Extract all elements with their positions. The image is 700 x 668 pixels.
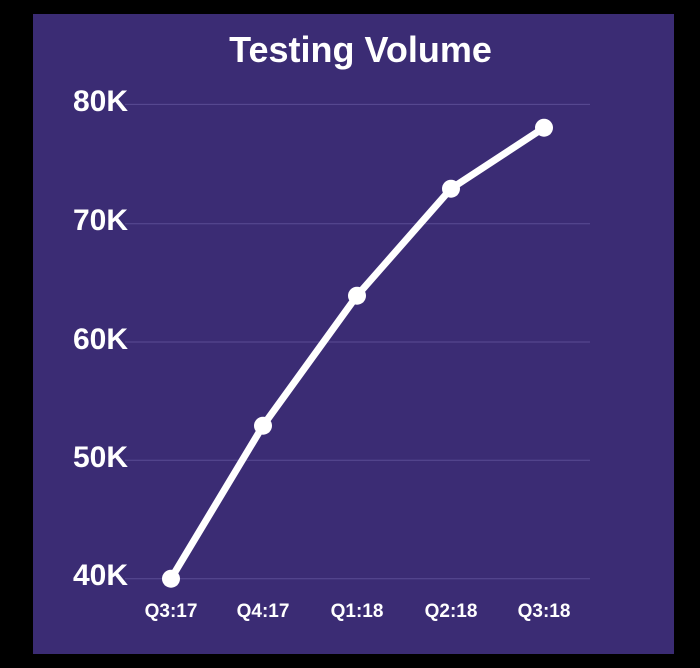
svg-text:80K: 80K — [73, 85, 128, 118]
svg-text:Q4:17: Q4:17 — [237, 601, 290, 622]
svg-text:40K: 40K — [73, 559, 128, 592]
svg-text:Q3:18: Q3:18 — [518, 601, 571, 622]
svg-text:60K: 60K — [73, 323, 128, 356]
svg-text:Q2:18: Q2:18 — [425, 601, 478, 622]
svg-text:Q3:17: Q3:17 — [145, 601, 198, 622]
svg-text:Q1:18: Q1:18 — [331, 601, 384, 622]
svg-text:70K: 70K — [73, 204, 128, 237]
svg-text:50K: 50K — [73, 441, 128, 474]
